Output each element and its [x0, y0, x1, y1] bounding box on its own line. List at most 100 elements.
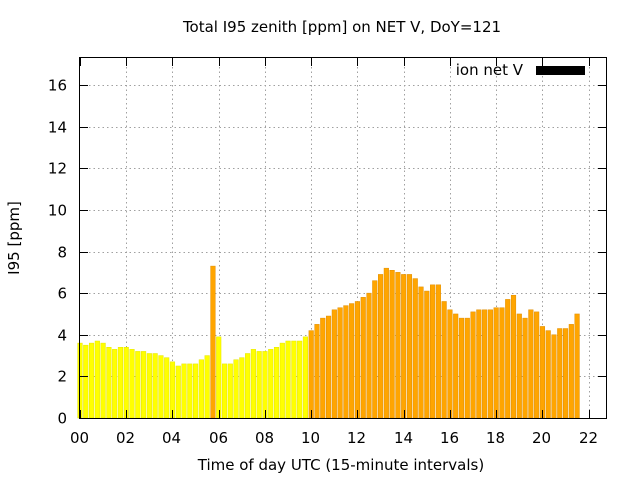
y-axis-label: I95 [ppm]: [5, 201, 23, 275]
bar: [204, 355, 210, 419]
bar: [152, 353, 158, 419]
legend-label: ion net V: [456, 61, 524, 79]
bar: [181, 363, 187, 419]
bar: [308, 330, 314, 419]
bar: [193, 363, 199, 419]
bar: [401, 274, 407, 419]
y-tick-label: 16: [48, 77, 67, 95]
bar: [169, 361, 176, 419]
bar: [430, 284, 436, 419]
gridlines: [80, 58, 606, 418]
x-tick-label: 06: [209, 429, 228, 447]
bar: [158, 355, 164, 419]
bar: [574, 313, 580, 419]
bar: [285, 340, 291, 419]
bar: [216, 336, 222, 419]
x-tick-label: 12: [347, 429, 366, 447]
bar: [360, 297, 366, 419]
x-tick-label: 00: [70, 429, 89, 447]
y-tick-label: 14: [48, 119, 67, 137]
legend-swatch: [536, 66, 585, 75]
y-tick-labels: 0 2 4 6 8 10 12 14 16: [48, 77, 67, 428]
x-tick-label: 22: [579, 429, 598, 447]
bar: [435, 284, 441, 419]
bar: [256, 351, 262, 419]
bar: [198, 359, 204, 419]
bar: [227, 363, 233, 419]
axis-ticks: [80, 58, 606, 419]
bar: [476, 309, 482, 419]
bar: [412, 278, 418, 419]
bar: [539, 326, 545, 419]
bar: [123, 347, 129, 419]
bar: [239, 357, 245, 419]
y-tick-label: 8: [57, 244, 67, 262]
bar: [337, 307, 343, 419]
x-tick-labels: 00 02 04 06 08 10 12 14 16 18 20 22: [70, 429, 598, 447]
bar: [302, 336, 308, 419]
bar: [458, 317, 465, 419]
bar: [245, 353, 251, 419]
bar: [493, 307, 499, 419]
bar: [389, 270, 395, 419]
bar: [291, 340, 297, 419]
bar: [221, 363, 228, 419]
bar: [424, 290, 430, 419]
bar: [482, 309, 488, 419]
x-tick-label: 18: [486, 429, 505, 447]
x-tick-label: 16: [440, 429, 459, 447]
bar: [441, 301, 447, 419]
bar: [141, 351, 147, 419]
bar: [106, 347, 112, 419]
bar: [273, 347, 280, 419]
y-tick-label: 6: [57, 285, 67, 303]
bar: [378, 274, 384, 419]
bar: [262, 351, 268, 419]
bar: [164, 357, 170, 419]
bar: [325, 315, 332, 419]
bars: [77, 265, 580, 419]
bar: [331, 309, 337, 419]
x-axis-label: Time of day UTC (15-minute intervals): [197, 456, 484, 474]
bar: [135, 351, 141, 419]
bar: [89, 342, 95, 419]
bar: [354, 301, 361, 419]
bar: [568, 324, 574, 419]
bar: [522, 317, 528, 419]
x-tick-label: 14: [394, 429, 413, 447]
bar: [545, 330, 551, 419]
bar: [366, 292, 372, 419]
bar: [297, 340, 303, 419]
bar: [349, 303, 355, 419]
bar: [320, 317, 326, 419]
x-tick-label: 04: [162, 429, 181, 447]
bar: [453, 313, 459, 419]
bar: [528, 309, 534, 419]
bar: [117, 347, 124, 419]
bar: [210, 265, 216, 419]
bar: [279, 342, 285, 419]
bar: [343, 305, 349, 419]
y-tick-label: 2: [57, 368, 67, 386]
x-tick-label: 08: [255, 429, 274, 447]
bar: [470, 311, 476, 419]
bar: [464, 317, 470, 419]
x-tick-label: 02: [116, 429, 135, 447]
y-tick-label: 12: [48, 160, 67, 178]
y-tick-label: 4: [57, 327, 67, 345]
bar: [395, 272, 401, 419]
bar: [372, 280, 378, 419]
plot-frame: [79, 57, 607, 419]
x-tick-label: 10: [301, 429, 320, 447]
bar: [94, 340, 100, 419]
bar: [551, 334, 557, 419]
bar: [100, 342, 106, 419]
bar: [250, 349, 256, 419]
bar: [112, 349, 118, 419]
bar: [418, 286, 424, 419]
bar: [516, 313, 522, 419]
x-tick-label: 20: [532, 429, 551, 447]
y-tick-label: 10: [48, 202, 67, 220]
bar: [233, 359, 239, 419]
bar: [268, 349, 274, 419]
